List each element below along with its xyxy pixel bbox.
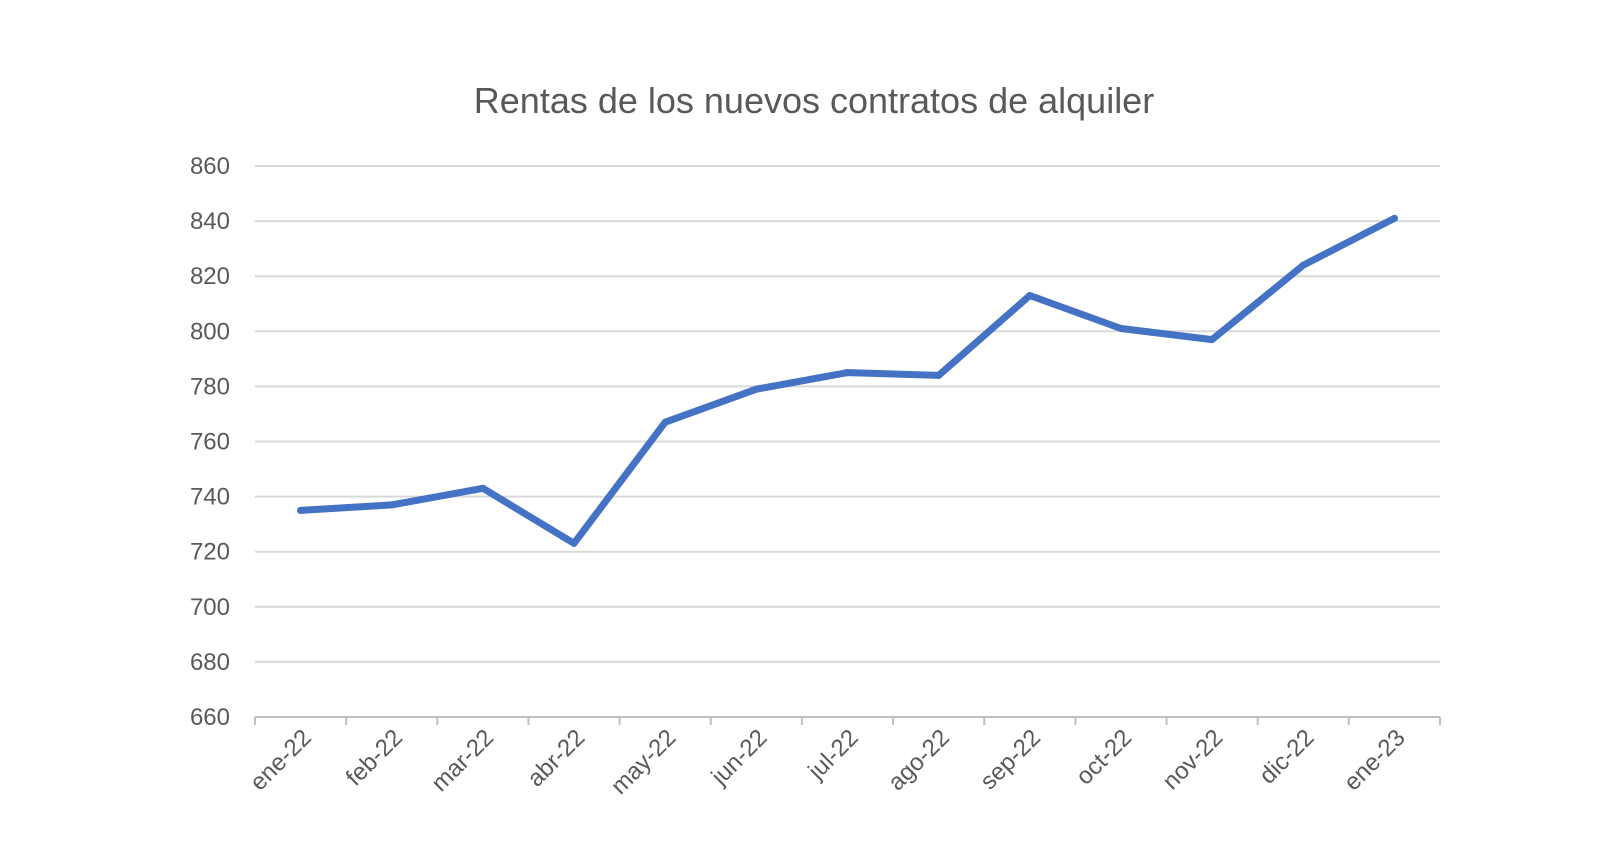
y-tick-label: 680 [190, 649, 230, 676]
data-point [1117, 325, 1125, 333]
data-point [661, 418, 669, 426]
y-tick-label: 660 [190, 704, 230, 731]
series-layer [297, 214, 1398, 547]
data-point [297, 506, 305, 514]
x-tick-label: ago-22 [883, 724, 955, 796]
data-point [388, 501, 396, 509]
x-tick-label: dic-22 [1254, 724, 1319, 789]
data-point [479, 484, 487, 492]
data-point [844, 369, 851, 377]
data-point [1299, 261, 1307, 269]
x-tick-label: abr-22 [522, 724, 590, 792]
x-tick-label: jul-22 [802, 724, 863, 785]
data-point [1390, 214, 1398, 222]
chart-title: Rentas de los nuevos contratos de alquil… [474, 80, 1154, 121]
x-tick-label: feb-22 [341, 724, 408, 791]
x-tick-label: oct-22 [1071, 724, 1137, 790]
y-tick-label: 780 [190, 373, 230, 400]
y-tick-label: 720 [190, 539, 230, 566]
gridlines [255, 165, 1440, 663]
x-tick-label: may-22 [606, 724, 682, 800]
y-tick-label: 800 [190, 318, 230, 345]
data-point [752, 385, 760, 393]
data-point [1208, 336, 1216, 344]
data-point [935, 371, 943, 379]
y-tick-label: 840 [190, 208, 230, 235]
x-tick-label: jun-22 [706, 724, 773, 791]
x-tick-label: sep-22 [975, 724, 1046, 795]
series-line-0 [297, 214, 1398, 547]
y-tick-label: 860 [190, 153, 230, 180]
x-tick-label: mar-22 [426, 724, 499, 797]
data-point [570, 539, 578, 547]
x-tick-label: ene-22 [245, 724, 317, 796]
y-axis: 660 680 700 720 740 760 780 800 820 840 860 [190, 153, 230, 731]
x-tick-label: ene-23 [1339, 724, 1411, 796]
y-tick-label: 700 [190, 594, 230, 621]
data-point [1026, 291, 1034, 299]
x-axis: ene-22 feb-22 mar-22 abr-22 may-22 jun-22 jul-… [245, 716, 1441, 800]
y-tick-label: 740 [190, 484, 230, 511]
x-tick-label: nov-22 [1157, 724, 1228, 795]
y-tick-label: 820 [190, 263, 230, 290]
y-tick-label: 760 [190, 429, 230, 456]
